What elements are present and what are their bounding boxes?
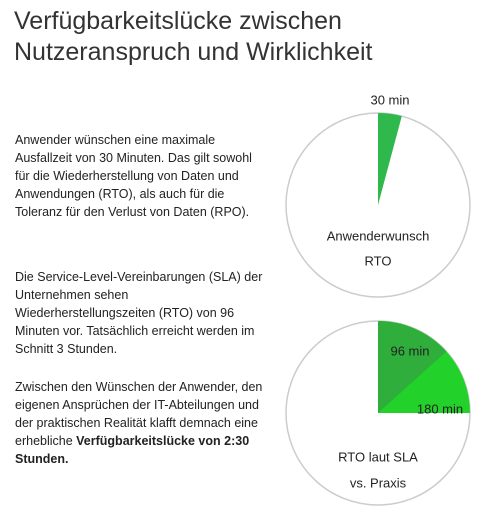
value-label: 30 min — [370, 92, 409, 107]
paragraph: Die Service-Level-Vereinbarungen (SLA) d… — [15, 268, 267, 358]
paragraph: Zwischen den Wünschen der Anwender, den … — [15, 378, 267, 468]
title-line: Verfügbarkeitslücke zwischen — [14, 7, 342, 35]
chart-title: vs. Praxis — [350, 475, 407, 490]
bold-text: Verfügbarkeitslücke von 2:30 Stunden. — [15, 434, 250, 466]
value-label: 180 min — [417, 401, 463, 416]
text: Anwender wünschen eine maximale Ausfallz… — [15, 133, 252, 219]
chart-title: RTO laut SLA — [338, 449, 418, 464]
title: Verfügbarkeitslücke zwischen Nutzeranspr… — [14, 6, 372, 68]
paragraph: Anwender wünschen eine maximale Ausfallz… — [15, 131, 267, 221]
value-label: 96 min — [390, 343, 429, 358]
chart-title: RTO — [365, 253, 392, 268]
pie-wedge — [378, 113, 402, 205]
chart-title: Anwenderwunsch — [327, 228, 430, 243]
text: Die Service-Level-Vereinbarungen (SLA) d… — [15, 270, 263, 356]
title-line: Nutzeranspruch und Wirklichkeit — [14, 38, 373, 66]
pie-wedge — [378, 321, 447, 413]
text: Zwischen den Wünschen der Anwender, den … — [15, 380, 263, 448]
